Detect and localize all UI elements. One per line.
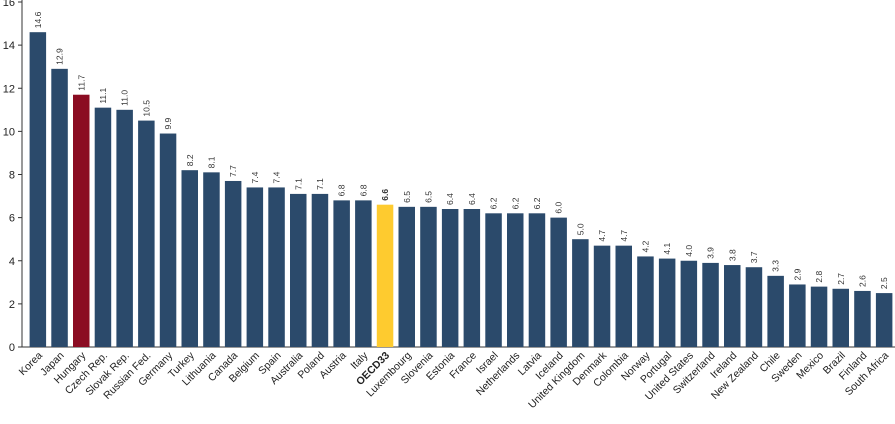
bar [485, 213, 502, 347]
data-label: 7.4 [272, 171, 282, 183]
bar [854, 290, 871, 347]
bar [159, 133, 177, 347]
data-label: 4.7 [597, 230, 607, 242]
bar [224, 180, 242, 347]
data-label: 7.1 [293, 178, 303, 190]
data-label: 6.2 [510, 197, 520, 209]
data-label: 6.2 [489, 197, 499, 209]
data-label: 8.1 [206, 156, 216, 168]
bar [51, 68, 68, 347]
data-label: 11.0 [120, 90, 130, 106]
bar [528, 213, 546, 347]
bar [94, 107, 112, 347]
bar [311, 193, 329, 347]
data-label: 7.4 [250, 171, 260, 183]
y-tick-label: 8 [9, 170, 15, 182]
bar [29, 32, 47, 347]
data-label: 4.0 [684, 245, 694, 257]
bar [615, 245, 632, 347]
y-tick-label: 12 [3, 83, 15, 95]
data-label: 6.2 [532, 197, 542, 209]
data-label: 6.8 [337, 184, 347, 196]
bar [203, 172, 220, 347]
bar [138, 120, 155, 347]
bar [355, 200, 372, 347]
data-label: 12.9 [55, 48, 65, 65]
data-label: 8.2 [185, 154, 195, 166]
y-tick-label: 2 [9, 299, 15, 311]
y-tick-label: 0 [9, 342, 15, 354]
data-label: 6.5 [402, 191, 412, 203]
bar [702, 262, 719, 347]
data-label: 6.0 [554, 202, 564, 214]
bar [116, 109, 133, 347]
data-label: 11.7 [76, 75, 86, 91]
bar [420, 206, 437, 347]
bar [593, 245, 611, 347]
data-label: 4.7 [619, 230, 629, 242]
data-label: 2.5 [879, 277, 889, 289]
data-label: 3.9 [706, 247, 716, 259]
y-tick-label: 4 [9, 256, 15, 268]
data-label: 5.0 [575, 223, 585, 235]
data-label: 7.7 [228, 165, 238, 177]
data-label: 9.9 [163, 117, 173, 129]
bar [745, 267, 763, 347]
bars [29, 32, 893, 347]
data-label: 4.2 [640, 240, 650, 252]
data-label: 6.8 [358, 184, 368, 196]
bar [290, 193, 307, 347]
y-tick-label: 14 [3, 40, 15, 52]
bar [680, 260, 698, 347]
data-label: 6.6 [380, 189, 390, 201]
data-label: 11.1 [98, 87, 108, 103]
bar [637, 256, 654, 347]
y-tick-label: 6 [9, 213, 15, 225]
bar [398, 206, 415, 347]
y-tick-label: 16 [3, 0, 15, 9]
bar [441, 209, 459, 347]
bar [789, 284, 806, 347]
y-tick-label: 10 [3, 126, 15, 138]
bar [73, 94, 90, 347]
data-labels: 14.6 12.9 11.7 11.1 11.0 10.5 9.9 8.2 8.1 7.7 7.4 7… [33, 11, 889, 289]
bar [724, 265, 741, 347]
data-label: 3.8 [727, 249, 737, 261]
data-label: 3.7 [749, 251, 759, 263]
data-label: 2.6 [857, 275, 867, 287]
bar [767, 275, 784, 347]
data-label: 6.5 [423, 191, 433, 203]
bar [463, 209, 481, 347]
bar [507, 213, 524, 347]
data-label: 2.8 [814, 271, 824, 283]
data-label: 2.9 [792, 268, 802, 280]
data-label: 10.5 [141, 100, 151, 117]
bar [268, 187, 285, 347]
bar [333, 200, 350, 347]
data-label: 6.4 [445, 193, 455, 205]
bar [572, 239, 589, 347]
bar [658, 258, 676, 347]
data-label: 3.3 [771, 260, 781, 272]
bar [875, 293, 893, 347]
bar [810, 286, 828, 347]
data-label: 2.7 [836, 273, 846, 285]
bar [181, 170, 198, 347]
data-label: 14.6 [33, 11, 43, 28]
data-label: 4.1 [662, 243, 672, 255]
bar [376, 204, 394, 347]
bar [832, 288, 849, 347]
bar [246, 187, 264, 347]
bar [550, 217, 567, 347]
data-label: 7.1 [315, 178, 325, 190]
data-label: 6.4 [467, 193, 477, 205]
